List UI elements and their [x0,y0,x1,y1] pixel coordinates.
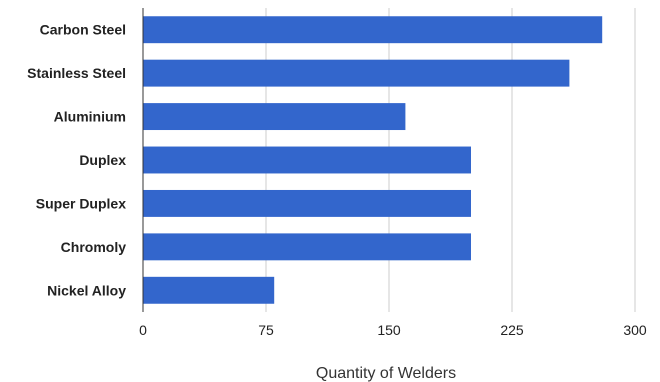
x-tick-label: 300 [623,322,647,338]
x-axis-title: Quantity of Welders [316,365,456,382]
category-label: Nickel Alloy [47,282,126,298]
category-labels: Carbon Steel Stainless Steel Aluminium Dupl… [27,22,126,299]
bar [143,59,570,87]
category-label: Duplex [79,152,126,168]
bars [143,16,603,304]
bar [143,233,471,261]
category-label: Super Duplex [36,195,126,211]
category-label: Aluminium [54,109,126,125]
category-label: Chromoly [61,239,127,255]
bar [143,16,603,44]
x-tick-label: 225 [500,322,524,338]
x-tick-label: 75 [258,322,274,338]
category-label: Stainless Steel [27,65,126,81]
category-label: Carbon Steel [40,22,126,38]
bar [143,146,471,174]
x-tick-label: 150 [377,322,401,338]
bar [143,189,471,217]
bar [143,103,406,131]
x-tick-label: 0 [139,322,147,338]
x-tick-labels: 0 75 150 225 300 [139,322,647,338]
bar [143,276,275,304]
